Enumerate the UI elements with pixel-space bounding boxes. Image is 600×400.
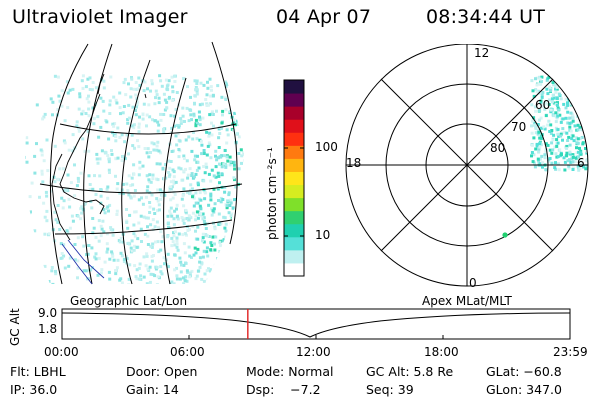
colorbar-cell: [284, 93, 304, 107]
mlt-label-12: 12: [474, 46, 490, 60]
colorbar-cell: [284, 210, 304, 225]
colorbar-tick-10: 10: [315, 228, 331, 242]
lat-lon-grid: [39, 41, 243, 285]
aurora-emission-map: [25, 42, 244, 284]
gain-info: Gain: 14: [126, 382, 179, 397]
mlt-label-18: 18: [346, 156, 362, 170]
mlat-label-80: 80: [490, 141, 506, 155]
mlt-label-6: 6: [577, 156, 585, 170]
colorbar-cell: [284, 236, 304, 251]
coastline: [51, 73, 147, 241]
x-tick-0000: 00:00: [44, 345, 79, 359]
orbit-altitude-timeline: [61, 308, 571, 340]
colorbar-cell: [284, 106, 304, 120]
header-date: 04 Apr 07: [276, 6, 372, 28]
geographic-label: Geographic Lat/Lon: [70, 294, 188, 308]
colorbar: [283, 79, 305, 277]
ip-info: IP: 36.0: [10, 382, 58, 397]
polar-grid: [345, 44, 589, 287]
apex-label: Apex MLat/MLT: [422, 294, 512, 308]
geographic-image-panel: [25, 41, 244, 285]
colorbar-cell: [284, 249, 304, 264]
filter-info: Flt: LBHL: [10, 364, 66, 379]
colorbar-cell: [284, 223, 304, 238]
polar-mlat-mlt-plot: [345, 44, 589, 287]
header-time: 08:34:44 UT: [426, 6, 546, 28]
gc-alt-info: GC Alt: 5.8 Re: [366, 364, 454, 379]
x-tick-1200: 12:00: [296, 345, 331, 359]
terminator-line: [61, 239, 105, 285]
colorbar-cell: [284, 119, 304, 133]
dsp-info: Dsp: −7.2: [246, 382, 321, 397]
colorbar-cell: [284, 197, 304, 212]
instrument-title: Ultraviolet Imager: [12, 6, 188, 28]
seq-info: Seq: 39: [366, 382, 414, 397]
glat-info: GLat: −60.8: [486, 364, 562, 379]
colorbar-unit-label: photon cm⁻²s⁻¹: [265, 147, 279, 240]
altitude-curve: [61, 312, 571, 338]
x-tick-2359: 23:59: [553, 345, 588, 359]
polar-spot: [502, 232, 508, 238]
door-info: Door: Open: [126, 364, 198, 379]
colorbar-cell: [284, 132, 304, 146]
glon-info: GLon: 347.0: [486, 382, 562, 397]
mlat-label-70: 70: [511, 120, 527, 134]
y-tick-1-8: 1.8: [38, 322, 58, 336]
colorbar-cell: [284, 171, 304, 186]
mlat-label-60: 60: [535, 98, 551, 112]
mlt-label-0: 0: [469, 276, 477, 290]
colorbar-cell: [284, 80, 304, 94]
colorbar-tick-100: 100: [315, 140, 338, 154]
colorbar-cell: [284, 262, 304, 277]
colorbar-cell: [284, 158, 304, 172]
y-tick-9: 9.0: [38, 306, 58, 320]
gc-alt-axis-label: GC Alt: [8, 308, 22, 346]
colorbar-cell: [284, 145, 304, 159]
colorbar-scale: [284, 80, 304, 277]
x-tick-1800: 18:00: [424, 345, 459, 359]
mode-info: Mode: Normal: [246, 364, 334, 379]
x-tick-0600: 06:00: [170, 345, 205, 359]
colorbar-cell: [284, 184, 304, 199]
